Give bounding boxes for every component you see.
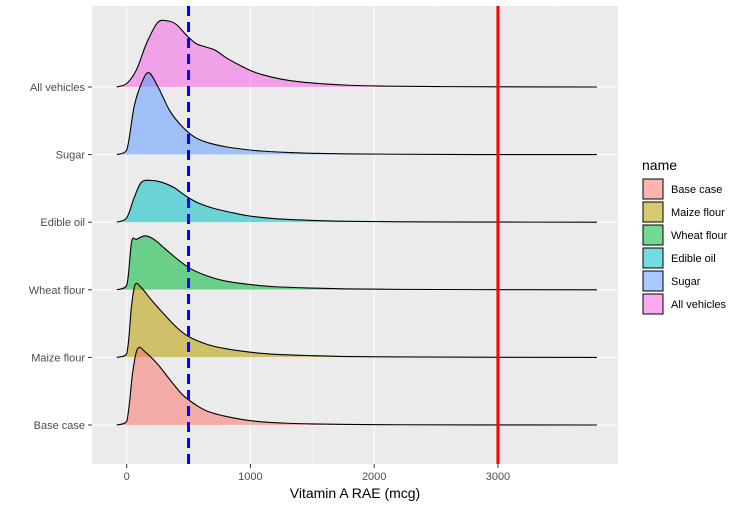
legend-label: Sugar: [671, 276, 701, 288]
ridge-fill-maize-flour: [116, 283, 597, 358]
legend-swatch: [642, 247, 664, 269]
x-tick-label: 1000: [238, 471, 262, 483]
ridge-fill-sugar: [116, 72, 597, 155]
y-tick-label: Sugar: [56, 150, 86, 162]
x-axis-title: Vitamin A RAE (mcg): [290, 485, 420, 501]
legend-label: Maize flour: [671, 207, 725, 219]
legend-swatch: [642, 201, 664, 223]
legend: name Base case Maize flour Wheat flour Edib…: [642, 157, 728, 315]
legend-swatch: [642, 293, 664, 315]
ridge-outline-maize-flour: [116, 282, 597, 358]
ridge-outline-sugar: [116, 72, 597, 156]
x-tick-label: 2000: [362, 471, 386, 483]
ridge-outline-edible-oil: [116, 179, 597, 223]
legend-swatch: [642, 270, 664, 292]
legend-label: All vehicles: [671, 299, 727, 311]
ridge-outline-base-case: [116, 346, 597, 426]
ridge-outline-all-vehicles: [116, 19, 597, 88]
y-tick-label: Wheat flour: [29, 285, 86, 297]
y-tick-label: All vehicles: [30, 82, 86, 94]
legend-label: Base case: [671, 184, 722, 196]
legend-title: name: [642, 157, 677, 173]
ridge-fill-all-vehicles: [116, 20, 597, 87]
legend-label: Wheat flour: [671, 230, 728, 242]
y-tick-label: Base case: [34, 420, 85, 432]
x-tick-label: 0: [124, 471, 130, 483]
ridge-outline-wheat-flour: [116, 235, 597, 291]
ridge-fill-base-case: [116, 347, 597, 425]
reference-lines: [187, 6, 500, 464]
ridge-fill-edible-oil: [116, 180, 597, 223]
y-tick-label: Maize flour: [31, 352, 85, 364]
legend-swatch: [642, 178, 664, 200]
x-tick-label: 3000: [486, 471, 510, 483]
x-axis: 0 1000 2000 3000: [124, 464, 510, 483]
y-tick-label: Edible oil: [40, 217, 85, 229]
y-axis: Base case Maize flour Wheat flour Edible oi…: [29, 82, 92, 432]
legend-swatch: [642, 224, 664, 246]
legend-label: Edible oil: [671, 253, 716, 265]
ridge-fill-wheat-flour: [116, 235, 597, 290]
ridges-layer: [116, 19, 597, 426]
